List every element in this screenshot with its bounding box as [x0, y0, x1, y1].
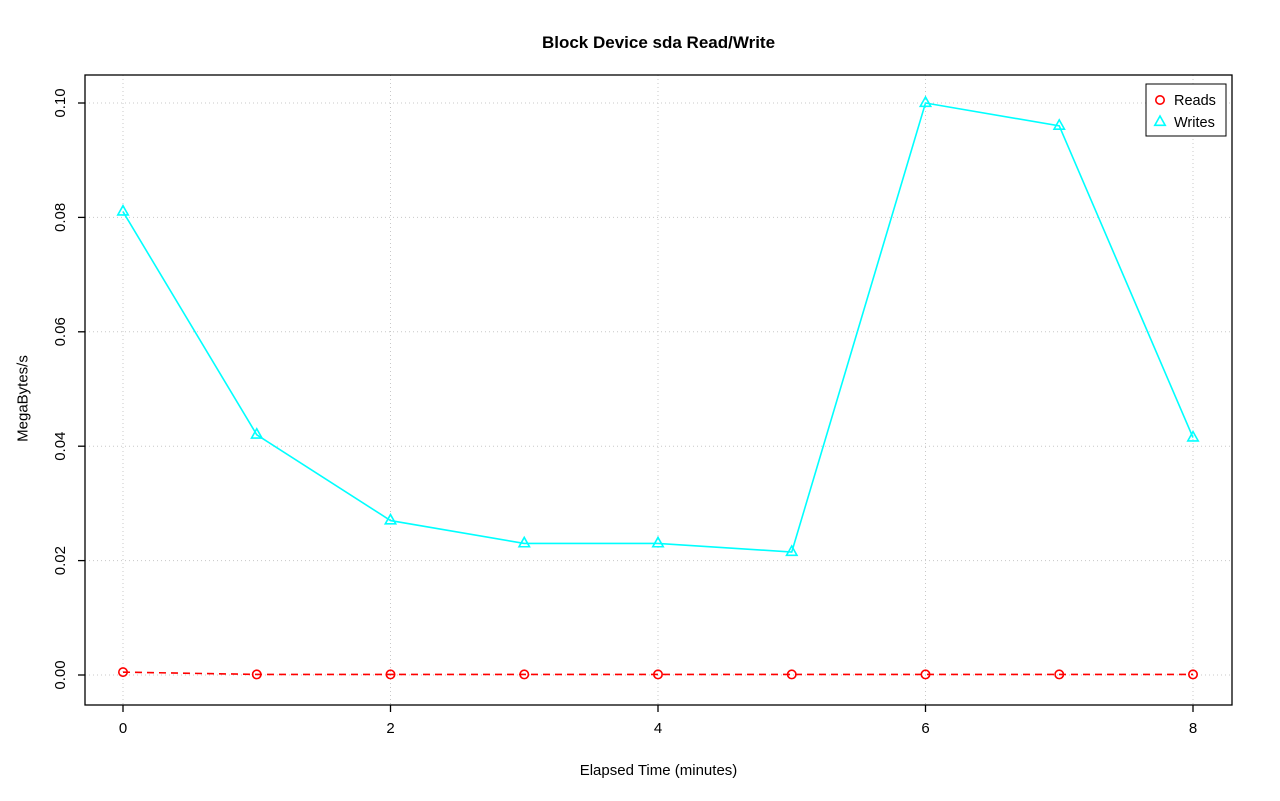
x-tick-label: 6 [921, 720, 929, 737]
legend-marker-reads [1155, 95, 1166, 106]
marker-reads [385, 669, 396, 680]
marker-writes [250, 427, 264, 439]
marker-writes [1186, 429, 1200, 442]
marker-reads [519, 669, 530, 680]
marker-reads [251, 669, 262, 680]
y-tick-label: 0.06 [52, 317, 69, 346]
x-tick-label: 8 [1189, 720, 1197, 737]
marker-writes [383, 512, 398, 525]
marker-reads [652, 669, 663, 680]
legend-label-writes: Writes [1174, 115, 1215, 131]
marker-writes [517, 535, 531, 548]
marker-writes [918, 95, 933, 108]
plot-box [84, 74, 1233, 706]
series-line-reads [122, 671, 1193, 676]
marker-writes [651, 535, 665, 548]
x-axis-label: Elapsed Time (minutes) [579, 762, 738, 779]
chart-title: Block Device sda Read/Write [541, 33, 776, 52]
marker-writes [1052, 118, 1066, 130]
series-line-writes [122, 102, 1194, 553]
legend-box [1145, 83, 1227, 137]
y-tick-label: 0.10 [52, 88, 69, 117]
marker-reads [920, 669, 931, 680]
y-tick-label: 0.00 [52, 660, 69, 689]
x-tick-label: 4 [654, 720, 662, 737]
legend-marker-writes [1153, 114, 1167, 127]
x-tick-label: 0 [119, 720, 127, 737]
y-tick-label: 0.04 [52, 432, 69, 461]
x-tick-label: 2 [386, 720, 394, 737]
y-axis-label: MegaBytes/s [14, 355, 32, 442]
marker-reads [1188, 669, 1199, 680]
marker-writes [785, 544, 799, 557]
marker-reads [786, 669, 797, 680]
marker-reads [1054, 669, 1065, 680]
y-tick-label: 0.02 [52, 546, 69, 575]
legend-label-reads: Reads [1174, 93, 1216, 109]
marker-writes [116, 204, 130, 216]
marker-reads [118, 667, 129, 678]
y-tick-label: 0.08 [52, 203, 69, 232]
